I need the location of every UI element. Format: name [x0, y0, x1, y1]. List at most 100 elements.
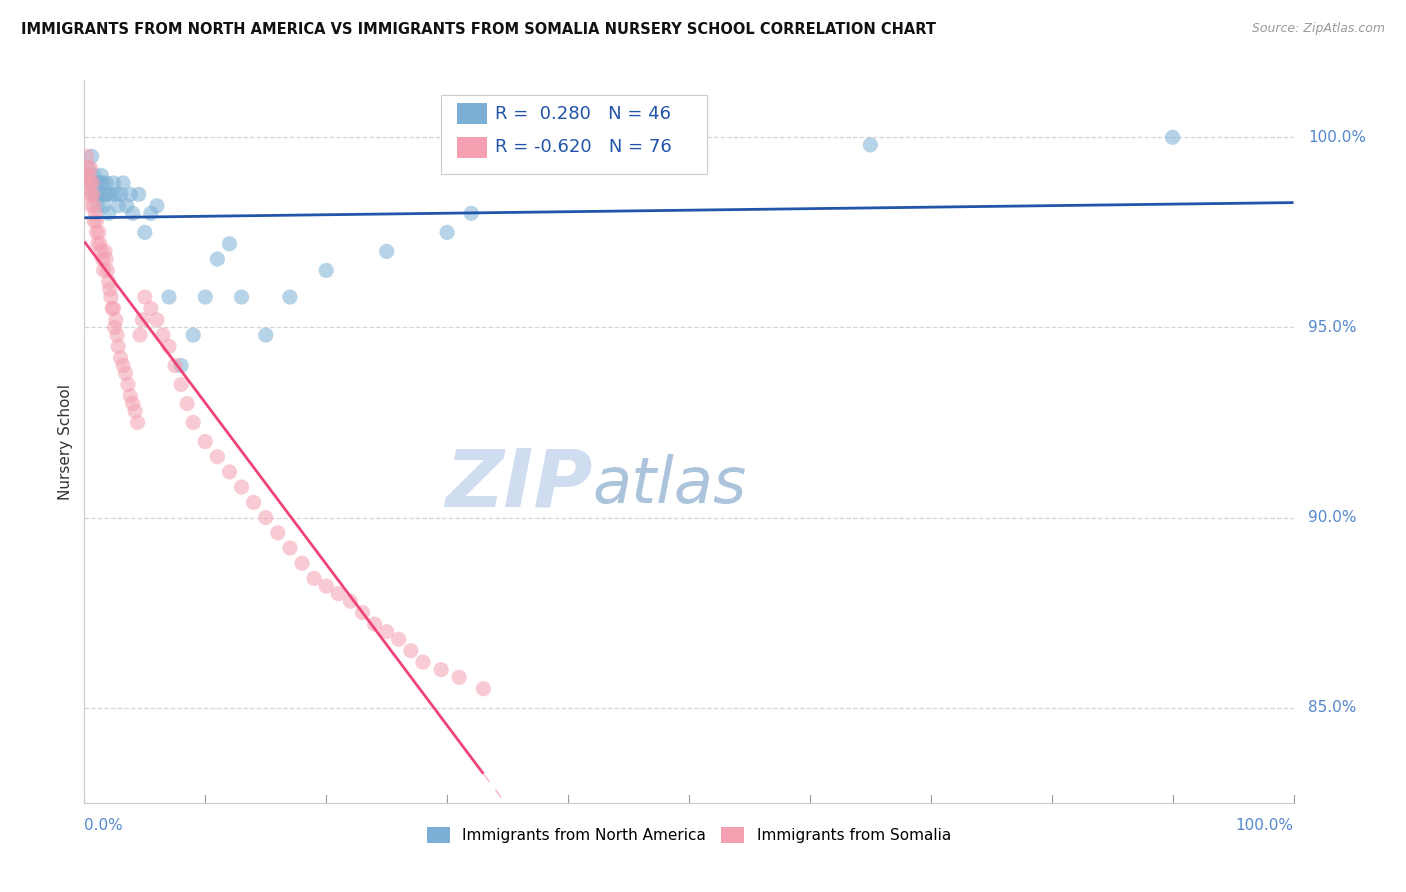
Point — [107, 199, 129, 213]
Point — [120, 187, 142, 202]
Text: 95.0%: 95.0% — [1308, 320, 1357, 335]
Text: R =  0.280   N = 46: R = 0.280 N = 46 — [495, 105, 672, 123]
Text: 0.0%: 0.0% — [84, 818, 124, 833]
Point — [89, 187, 111, 202]
Point — [231, 290, 253, 304]
Point — [117, 377, 139, 392]
Point — [104, 320, 127, 334]
Point — [165, 359, 187, 373]
Point — [134, 290, 156, 304]
Point — [449, 670, 471, 684]
Point — [231, 480, 253, 494]
Point — [218, 236, 240, 251]
Point — [80, 199, 103, 213]
Point — [93, 263, 115, 277]
Point — [278, 541, 301, 555]
Point — [91, 252, 114, 266]
Point — [83, 169, 105, 183]
Point — [89, 236, 111, 251]
Point — [103, 301, 125, 316]
Text: R = -0.620   N = 76: R = -0.620 N = 76 — [495, 138, 672, 156]
Point — [315, 579, 337, 593]
Point — [76, 149, 98, 163]
Point — [79, 161, 101, 175]
Point — [86, 187, 108, 202]
Text: ZIP: ZIP — [444, 446, 592, 524]
Point — [82, 187, 104, 202]
Point — [242, 495, 264, 509]
Point — [472, 681, 495, 696]
Point — [80, 149, 103, 163]
Point — [254, 328, 277, 343]
Point — [79, 176, 101, 190]
Point — [86, 214, 108, 228]
Point — [339, 594, 361, 608]
Point — [218, 465, 240, 479]
Point — [388, 632, 411, 647]
Point — [328, 587, 350, 601]
Point — [859, 137, 882, 152]
Point — [76, 169, 98, 183]
Point — [114, 366, 136, 380]
Y-axis label: Nursery School: Nursery School — [58, 384, 73, 500]
Point — [399, 643, 422, 657]
Point — [121, 396, 143, 410]
Point — [134, 226, 156, 240]
Text: 100.0%: 100.0% — [1236, 818, 1294, 833]
Point — [86, 236, 108, 251]
Point — [436, 226, 458, 240]
Point — [121, 206, 143, 220]
Point — [110, 187, 132, 202]
FancyBboxPatch shape — [441, 95, 707, 174]
Point — [84, 176, 107, 190]
Point — [96, 263, 118, 277]
Point — [83, 199, 105, 213]
Point — [129, 328, 152, 343]
Point — [94, 176, 117, 190]
Point — [79, 176, 101, 190]
Point — [77, 161, 100, 175]
Point — [84, 206, 107, 220]
Point — [83, 214, 105, 228]
Point — [115, 199, 138, 213]
Point — [90, 244, 112, 259]
Point — [77, 176, 100, 190]
Point — [104, 187, 127, 202]
Point — [120, 389, 142, 403]
Point — [94, 244, 117, 259]
Text: IMMIGRANTS FROM NORTH AMERICA VS IMMIGRANTS FROM SOMALIA NURSERY SCHOOL CORRELAT: IMMIGRANTS FROM NORTH AMERICA VS IMMIGRA… — [21, 22, 936, 37]
Point — [146, 199, 169, 213]
Point — [267, 525, 290, 540]
Text: 90.0%: 90.0% — [1308, 510, 1357, 525]
Point — [112, 176, 135, 190]
Point — [460, 206, 482, 220]
Text: Source: ZipAtlas.com: Source: ZipAtlas.com — [1251, 22, 1385, 36]
Point — [146, 313, 169, 327]
Point — [93, 199, 115, 213]
Point — [97, 206, 120, 220]
Point — [77, 161, 100, 175]
Point — [181, 328, 204, 343]
Point — [139, 206, 162, 220]
Point — [254, 510, 277, 524]
Point — [91, 176, 114, 190]
Point — [181, 416, 204, 430]
Point — [194, 434, 217, 449]
Bar — [457, 137, 486, 158]
Point — [86, 199, 108, 213]
Point — [315, 263, 337, 277]
Text: atlas: atlas — [592, 454, 747, 516]
Point — [86, 226, 108, 240]
Point — [157, 290, 180, 304]
Point — [110, 351, 132, 365]
Point — [430, 663, 453, 677]
Point — [291, 556, 314, 570]
Point — [103, 176, 125, 190]
Point — [194, 290, 217, 304]
Point — [77, 169, 100, 183]
Point — [124, 404, 146, 418]
Point — [96, 187, 118, 202]
Point — [412, 655, 434, 669]
Point — [98, 282, 121, 296]
Point — [100, 187, 122, 202]
